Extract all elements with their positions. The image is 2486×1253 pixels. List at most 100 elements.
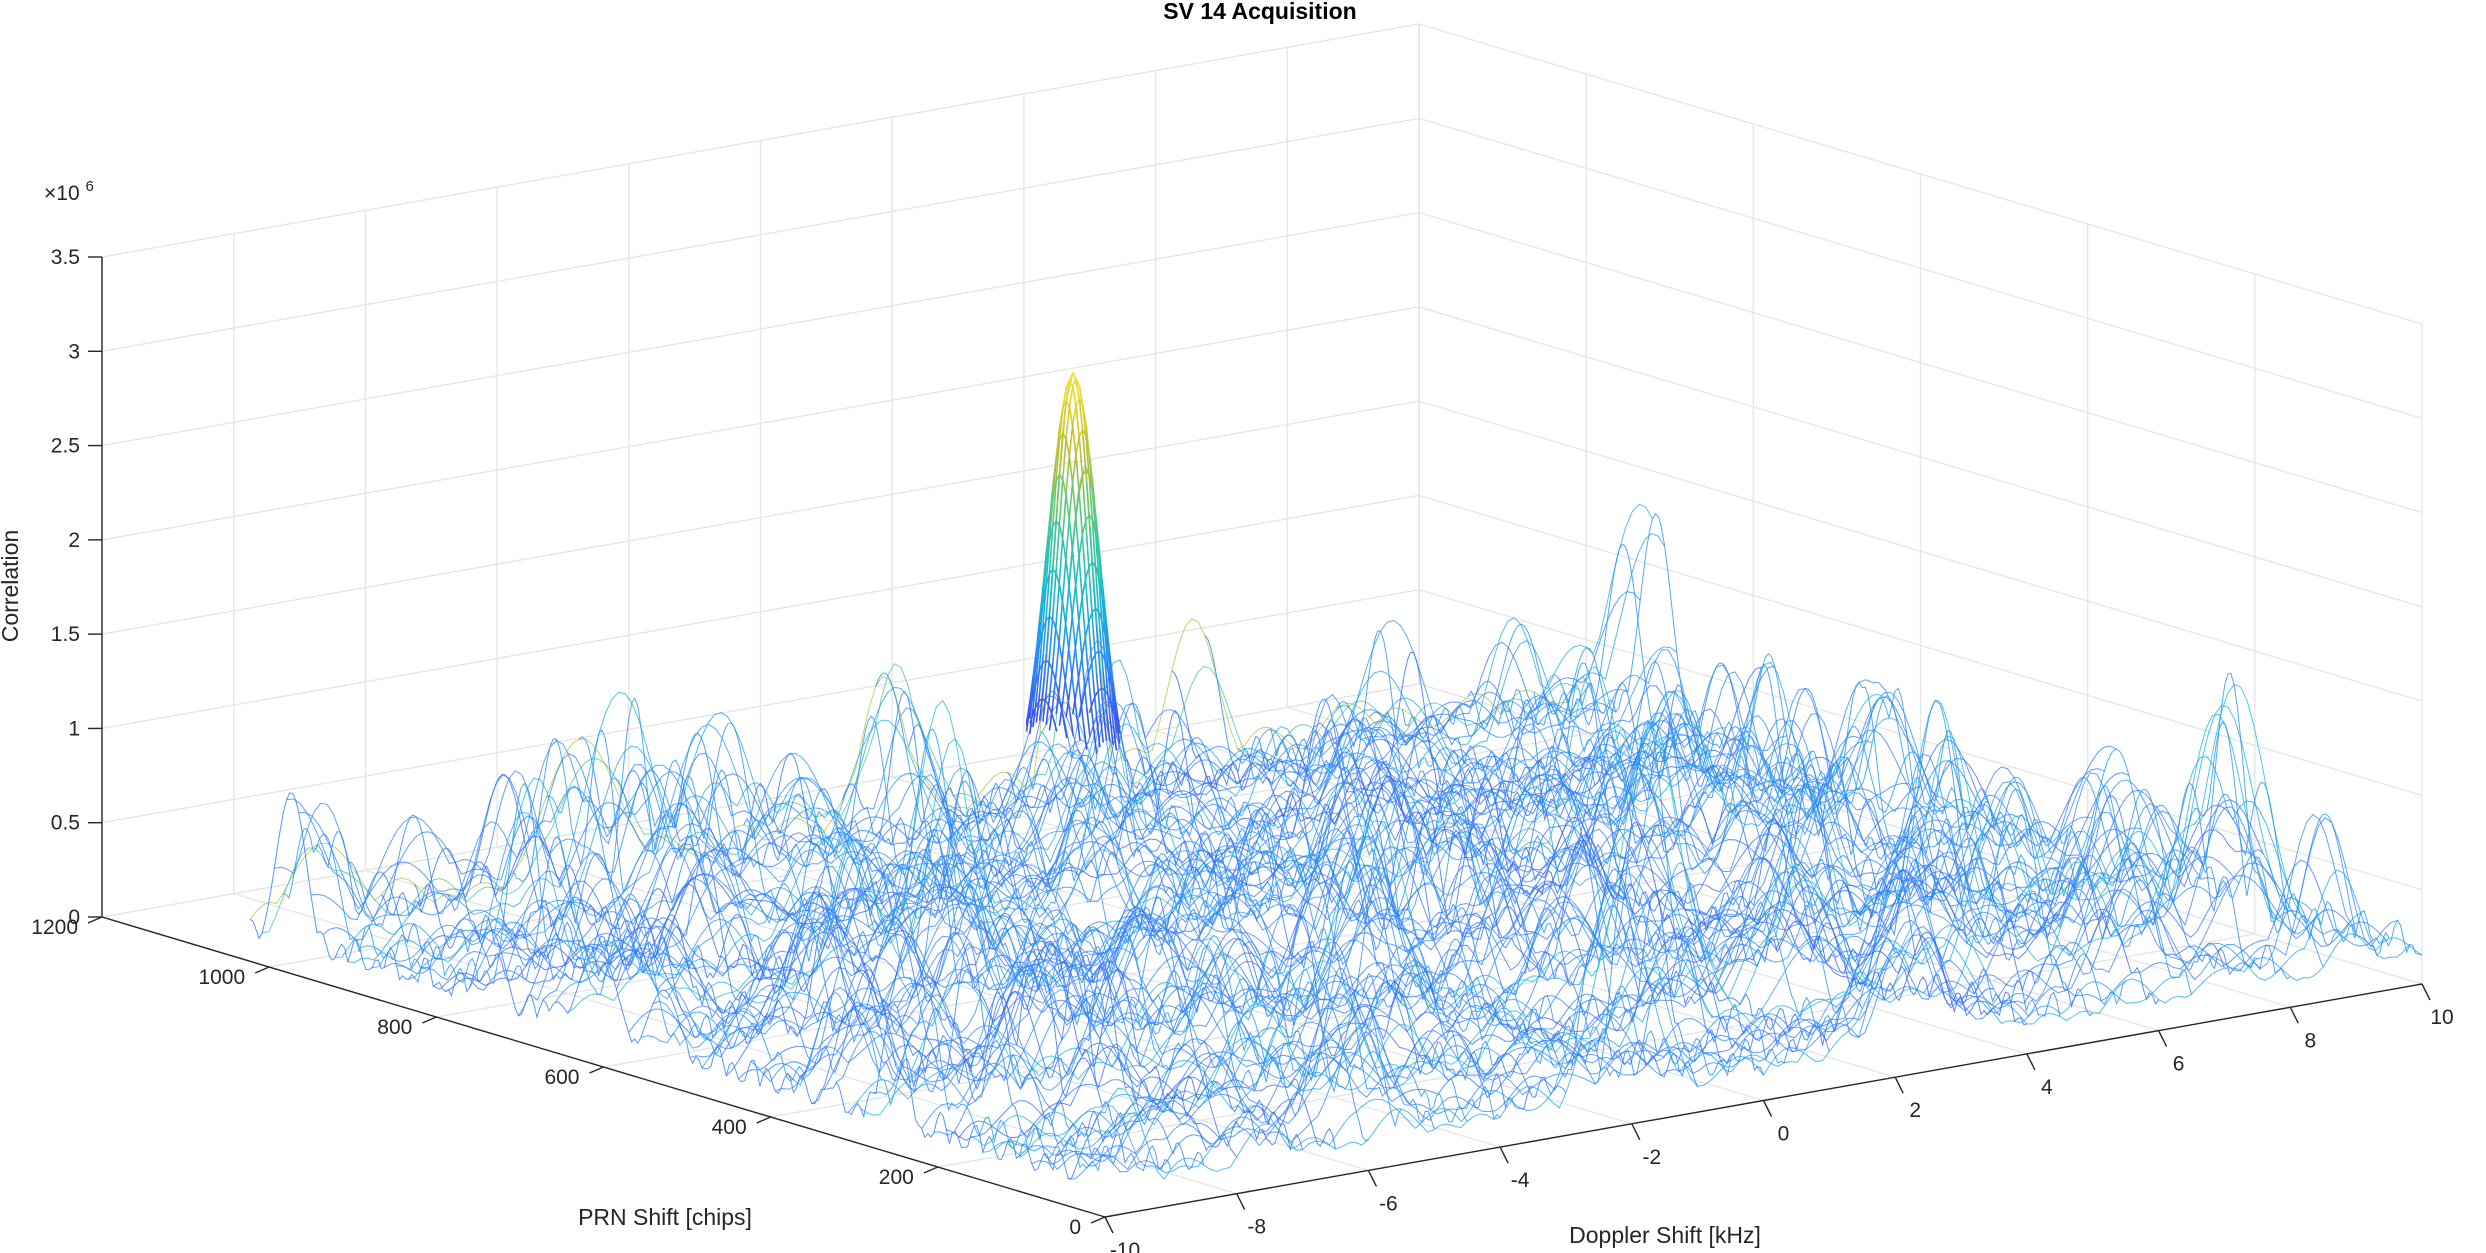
peak-mesh-segment [1055, 437, 1061, 478]
peak-mesh-segment [1065, 378, 1071, 399]
peak-mesh-segment [1038, 690, 1044, 721]
peak-mesh-segment [1045, 518, 1051, 559]
mesh-line-prn [940, 714, 1797, 1064]
peak-mesh-segment [1112, 722, 1118, 751]
y-tick-mark [254, 966, 270, 974]
peak-mesh-segment [1052, 455, 1058, 494]
z-tick-label: 0.5 [51, 812, 80, 835]
x-tick-mark [1499, 1146, 1509, 1164]
peak-mesh-segment [1098, 650, 1104, 656]
z-tick-label: 3.5 [51, 246, 80, 269]
peak-mesh-segment [1098, 580, 1104, 601]
peak-mesh-segment [1082, 723, 1088, 750]
y-tick-label: 200 [879, 1166, 914, 1189]
grid [101, 23, 2423, 1218]
peak-mesh-segment [1048, 522, 1054, 570]
peak-mesh-segment [1055, 636, 1061, 673]
peak-mesh-segment [1111, 692, 1117, 711]
peak-mesh-segment [1045, 655, 1051, 692]
peak-mesh-segment [1102, 687, 1107, 693]
grid-line-y [937, 274, 2256, 1168]
peak-mesh-segment [1085, 706, 1091, 738]
peak-mesh-segment [1085, 479, 1091, 528]
peak-mesh-segment [1092, 531, 1098, 581]
peak-mesh-segment [1048, 565, 1054, 612]
mesh-line-prn [1105, 698, 1962, 993]
z-tick-label: 0 [68, 906, 80, 929]
mesh-line-prn [1566, 512, 2423, 956]
peak-mesh-segment [1089, 581, 1094, 630]
peak-mesh-segment [1108, 698, 1114, 709]
mesh-line-prn [1500, 647, 2357, 935]
axes: -10-8-6-4-202468100200400600800100012000… [31, 246, 2453, 1253]
peak-mesh-segment [1048, 493, 1054, 537]
x-tick-mark [1762, 1100, 1773, 1117]
mesh-line-prn [1237, 699, 2094, 1017]
peak-mesh-segment [1105, 709, 1111, 742]
x-tick-label: -10 [1110, 1239, 1140, 1253]
mesh-line-doppler [298, 701, 1617, 910]
mesh-line-prn [842, 783, 1699, 1087]
mesh-line-prn [512, 729, 1369, 1142]
mesh-line-prn [611, 722, 1468, 1123]
peak-mesh-segment [1075, 378, 1081, 388]
x-tick-label: 10 [2430, 1006, 2453, 1029]
peak-mesh-segment [1108, 714, 1114, 745]
peak-mesh-segment [1075, 553, 1081, 581]
mesh-line-doppler [554, 675, 1873, 1003]
peak-mesh-segment [1065, 631, 1071, 660]
mesh-line-prn [907, 723, 1764, 1076]
x-tick-label: -4 [1511, 1169, 1530, 1192]
peak-mesh-segment [1071, 641, 1077, 669]
peak-mesh-segment [1072, 452, 1078, 481]
peak-mesh-segment [1072, 378, 1078, 386]
chart-title: SV 14 Acquisition [1163, 0, 1356, 24]
peak-mesh-segment [1089, 692, 1095, 726]
grid-line-z [101, 400, 2423, 702]
peak-mesh-segment [1088, 456, 1094, 487]
peak-mesh-segment [1092, 577, 1098, 626]
x-tick-mark [1104, 1216, 1114, 1234]
peak-mesh-segment [1045, 569, 1051, 616]
x-tick-label: 8 [2304, 1029, 2316, 1052]
peak-mesh-segment [1095, 536, 1101, 560]
mesh-line-prn [677, 752, 1534, 1110]
peak-mesh-segment [1048, 613, 1054, 656]
peak-mesh-segment [1058, 534, 1064, 580]
mesh-line-prn [875, 672, 1732, 1077]
peak-mesh-segment [1078, 398, 1084, 407]
z-tick-label: 2.5 [51, 435, 80, 458]
peak-mesh-segment [1102, 599, 1107, 625]
mesh-line-doppler [481, 690, 1800, 981]
peak-mesh-segment [1078, 474, 1084, 491]
axis-labels: Doppler Shift [kHz] PRN Shift [chips] Co… [0, 178, 1761, 1248]
peak-mesh-segment [1088, 659, 1094, 671]
peak-mesh-segment [1098, 612, 1104, 624]
peak-mesh-segment [1072, 580, 1077, 612]
peak-mesh-segment [1052, 718, 1058, 732]
peak-mesh-segment [1092, 652, 1097, 660]
peak-mesh-segment [1088, 484, 1094, 532]
peak-mesh-segment [1052, 517, 1058, 566]
y-tick-label: 1200 [31, 916, 78, 939]
mesh-line-prn [644, 759, 1501, 1120]
mesh-line-prn [282, 782, 1139, 1172]
peak-mesh-segment [1091, 694, 1097, 703]
grid-line-z [101, 588, 2423, 891]
mesh-line-prn [1072, 372, 1929, 1014]
y-tick-mark [87, 916, 103, 924]
peak-mesh-segment [1111, 708, 1117, 722]
peak-mesh-segment [1078, 651, 1084, 673]
z-tick-label: 1 [68, 717, 80, 740]
peak-mesh-segment [1088, 514, 1094, 522]
peak-mesh-segment [1098, 627, 1104, 672]
peak-mesh-segment [1035, 622, 1041, 659]
y-tick-label: 0 [1069, 1216, 1081, 1239]
peak-mesh-segment [1065, 453, 1071, 492]
peak-mesh-segment [1062, 719, 1068, 739]
peak-mesh-segment [1052, 672, 1057, 705]
peak-mesh-segment [1048, 662, 1054, 697]
peak-mesh-segment [1048, 704, 1054, 731]
grid-line-y [770, 224, 2089, 1118]
peak-mesh-segment [1075, 595, 1081, 635]
